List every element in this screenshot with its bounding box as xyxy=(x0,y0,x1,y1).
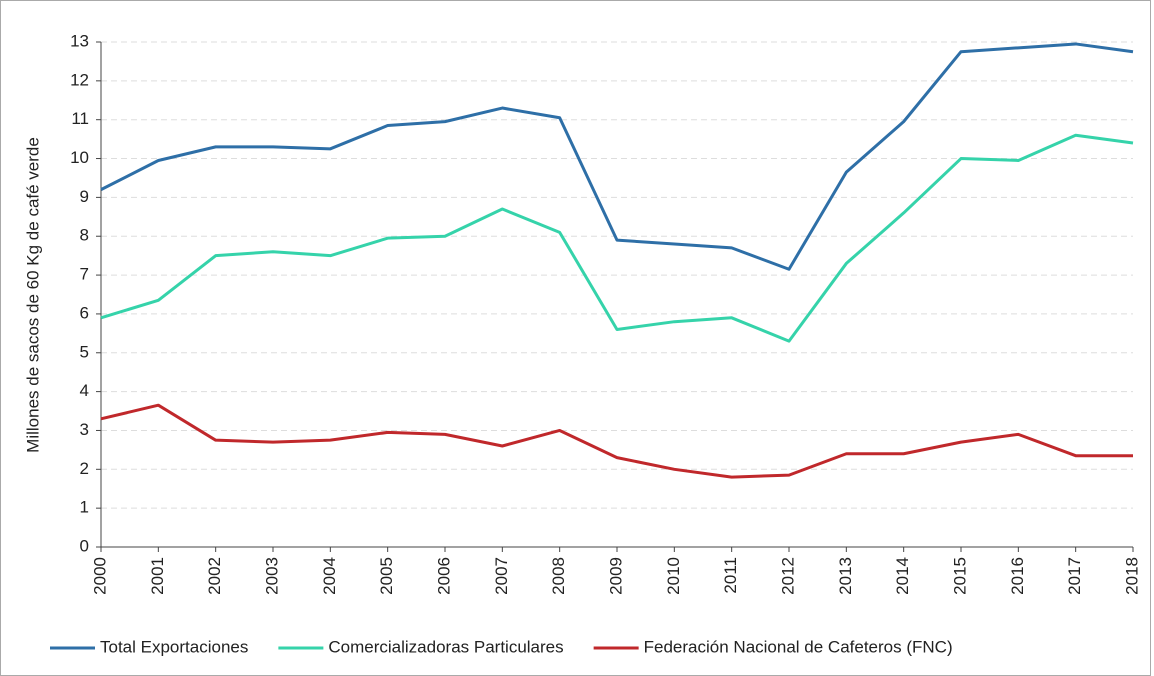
y-tick-label: 13 xyxy=(70,31,89,50)
y-tick-label: 5 xyxy=(80,342,89,361)
x-tick-label: 2013 xyxy=(836,557,855,595)
y-tick-label: 4 xyxy=(80,381,89,400)
x-tick-label: 2015 xyxy=(950,557,969,595)
y-tick-label: 8 xyxy=(80,226,89,245)
x-tick-label: 2003 xyxy=(262,557,281,595)
x-tick-label: 2018 xyxy=(1122,557,1141,595)
y-tick-label: 11 xyxy=(71,109,89,128)
y-tick-label: 7 xyxy=(80,265,89,284)
x-tick-label: 2006 xyxy=(434,557,453,595)
y-axis-label: Millones de sacos de 60 Kg de café verde xyxy=(23,137,42,453)
x-tick-label: 2011 xyxy=(721,557,740,594)
y-tick-label: 1 xyxy=(80,498,89,517)
y-tick-label: 2 xyxy=(80,459,89,478)
legend-label: Comercializadoras Particulares xyxy=(328,637,563,656)
x-tick-label: 2010 xyxy=(664,557,683,595)
x-tick-label: 2007 xyxy=(492,557,511,595)
x-tick-label: 2016 xyxy=(1008,557,1027,595)
legend-label: Federación Nacional de Cafeteros (FNC) xyxy=(644,637,953,656)
x-tick-label: 2004 xyxy=(320,557,339,595)
x-tick-label: 2017 xyxy=(1065,557,1084,595)
x-tick-label: 2014 xyxy=(893,557,912,595)
series-line xyxy=(100,403,1133,479)
x-tick-label: 2009 xyxy=(606,557,625,595)
x-tick-label: 2000 xyxy=(90,557,109,595)
x-tick-label: 2005 xyxy=(377,557,396,595)
y-tick-label: 10 xyxy=(70,148,89,167)
x-tick-label: 2008 xyxy=(549,557,568,595)
x-tick-label: 2012 xyxy=(778,557,797,595)
y-tick-label: 3 xyxy=(80,420,89,439)
y-tick-label: 6 xyxy=(80,303,89,322)
series-line xyxy=(100,42,1134,271)
x-tick-label: 2001 xyxy=(148,557,167,595)
series-line xyxy=(100,133,1134,343)
y-tick-label: 12 xyxy=(70,70,89,89)
x-tick-label: 2002 xyxy=(205,557,224,595)
legend-label: Total Exportaciones xyxy=(100,637,248,656)
y-tick-label: 0 xyxy=(80,536,89,555)
y-tick-label: 9 xyxy=(80,187,89,206)
